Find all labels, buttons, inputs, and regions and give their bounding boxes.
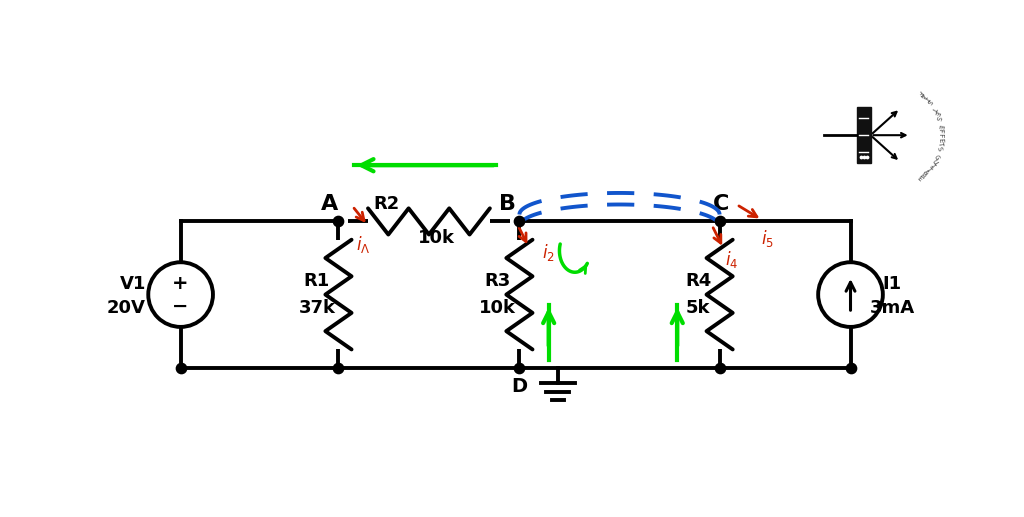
Text: 10k: 10k	[418, 230, 455, 247]
Text: S: S	[934, 114, 941, 120]
Text: A: A	[321, 194, 338, 215]
Text: R2: R2	[374, 195, 399, 214]
Text: V1: V1	[120, 275, 146, 293]
Text: $i_2$: $i_2$	[543, 242, 555, 263]
Text: R3: R3	[484, 272, 511, 291]
Text: +: +	[172, 275, 188, 293]
Text: −: −	[172, 297, 188, 316]
Text: R4: R4	[685, 272, 712, 291]
Text: T: T	[926, 165, 933, 173]
Point	[855, 153, 871, 161]
Text: D: D	[511, 377, 527, 397]
Point	[331, 363, 347, 372]
Point	[511, 217, 527, 225]
Point	[331, 217, 347, 225]
Point	[712, 363, 728, 372]
Text: 5k: 5k	[686, 299, 711, 317]
Text: S: S	[936, 146, 942, 151]
Text: S: S	[926, 98, 933, 105]
Text: $i_4$: $i_4$	[725, 249, 738, 270]
Text: B: B	[500, 194, 516, 215]
Text: T: T	[937, 142, 943, 147]
Text: F: F	[938, 133, 943, 138]
Text: 3mA: 3mA	[869, 299, 914, 317]
Text: F: F	[937, 128, 943, 133]
Text: T: T	[930, 105, 938, 112]
Text: R: R	[920, 172, 927, 179]
Text: E: E	[937, 138, 943, 142]
Text: $i_5$: $i_5$	[761, 228, 774, 249]
Bar	[857, 108, 870, 163]
Text: I: I	[923, 94, 930, 101]
Point	[858, 153, 874, 161]
Point	[852, 153, 868, 161]
Text: $i_\Lambda$: $i_\Lambda$	[356, 234, 371, 255]
Text: U: U	[930, 158, 938, 165]
Text: E: E	[932, 110, 940, 116]
Text: G: G	[932, 154, 940, 161]
Point	[511, 363, 527, 372]
Text: I1: I1	[883, 275, 902, 293]
Text: R1: R1	[304, 272, 330, 291]
Text: F: F	[915, 88, 923, 95]
Text: A: A	[920, 91, 927, 98]
Text: I: I	[928, 162, 935, 169]
Text: C: C	[713, 194, 729, 215]
Point	[172, 363, 188, 372]
Point	[843, 363, 859, 372]
Text: E: E	[915, 175, 923, 183]
Text: 37k: 37k	[298, 299, 336, 317]
Text: A: A	[923, 169, 930, 176]
Text: 10k: 10k	[479, 299, 516, 317]
Point	[712, 217, 728, 225]
Text: 20V: 20V	[108, 299, 146, 317]
Text: E: E	[937, 124, 943, 129]
